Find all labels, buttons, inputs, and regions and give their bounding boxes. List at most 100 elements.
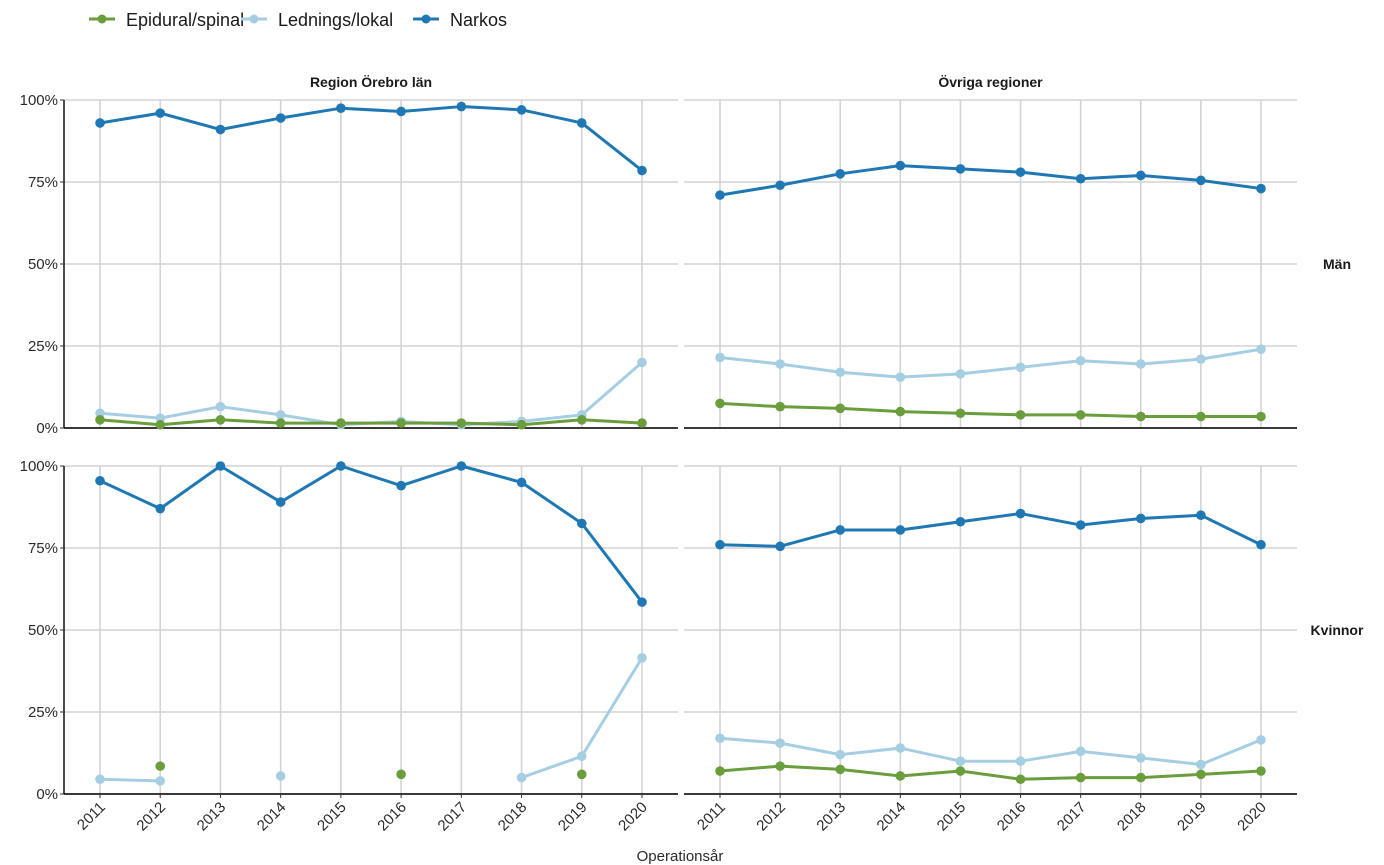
data-point	[835, 764, 846, 775]
y-tick-label: 0%	[36, 786, 58, 803]
data-point	[275, 771, 286, 781]
y-tick-label: 100%	[20, 92, 58, 109]
series-line	[99, 361, 643, 427]
x-axis-label: Operationsår	[637, 848, 724, 865]
y-tick-label: 100%	[20, 458, 58, 475]
data-point	[1075, 520, 1086, 530]
series-narkos	[715, 508, 1266, 552]
legend-item-lednings-lokal: Lednings/lokal	[241, 10, 393, 30]
data-point	[155, 503, 166, 514]
data-point	[1015, 362, 1026, 373]
legend-label: Narkos	[450, 10, 507, 30]
x-tick-label: 2011	[74, 799, 109, 834]
row-strip-man: Män	[1323, 256, 1351, 272]
data-point	[895, 406, 906, 417]
data-point	[1256, 735, 1266, 745]
data-point	[1135, 772, 1146, 783]
data-point	[955, 516, 966, 527]
series-line	[99, 105, 643, 172]
data-point	[1075, 746, 1086, 757]
data-point	[1015, 508, 1026, 519]
data-point	[835, 749, 846, 760]
y-tick-label: 75%	[28, 540, 58, 557]
x-tick-label: 2017	[435, 799, 471, 835]
series-line	[719, 347, 1262, 379]
y-tick-label: 75%	[28, 174, 58, 191]
data-point	[715, 539, 725, 550]
series-lednings-lokal	[95, 653, 647, 786]
data-point	[895, 372, 906, 382]
data-point	[155, 761, 166, 771]
data-point	[336, 103, 346, 113]
data-point	[576, 118, 587, 128]
series-narkos	[95, 461, 647, 607]
row-strip-kvinnor: Kvinnor	[1311, 622, 1364, 638]
data-point	[955, 369, 966, 379]
x-tick-label: 2015	[934, 799, 970, 835]
data-point	[275, 497, 286, 507]
series-lednings-lokal	[715, 344, 1266, 382]
data-point	[396, 769, 406, 780]
legend-item-narkos: Narkos	[413, 10, 507, 30]
legend-label: Epidural/spinal	[126, 10, 244, 30]
series-epidural-spinal	[155, 761, 587, 780]
x-tick-label: 2014	[254, 799, 290, 835]
data-point	[396, 106, 406, 117]
data-point	[637, 418, 647, 428]
data-point	[456, 418, 467, 428]
panel-region-orebro-lan-man: 0% 25% 50% 75% 100%	[20, 92, 678, 437]
x-tick-label: 2016	[994, 799, 1030, 835]
data-point	[576, 518, 587, 529]
data-point	[1015, 774, 1026, 785]
data-point	[336, 461, 346, 471]
data-point	[715, 398, 725, 409]
legend-marker	[97, 14, 107, 24]
data-point	[336, 418, 346, 428]
data-point	[835, 525, 846, 535]
data-point	[215, 401, 226, 412]
data-point	[1256, 344, 1266, 355]
data-point	[715, 352, 725, 363]
data-point	[775, 738, 785, 748]
data-point	[1015, 410, 1026, 420]
y-tick-label: 25%	[28, 704, 58, 721]
column-strip-region-orebro-lan: Region Örebro län	[310, 74, 432, 90]
data-point	[275, 410, 286, 420]
x-tick-label: 2013	[194, 799, 230, 835]
data-point	[637, 653, 647, 663]
x-tick-label: 2017	[1054, 799, 1090, 835]
x-tick-label: 2011	[694, 799, 729, 834]
data-point	[1196, 510, 1206, 520]
data-point	[155, 108, 166, 118]
data-point	[955, 164, 966, 174]
data-point	[955, 756, 966, 766]
data-point	[155, 776, 166, 786]
x-tick-label: 2012	[133, 799, 169, 835]
data-point	[1135, 170, 1146, 181]
data-point	[835, 367, 846, 378]
data-point	[275, 113, 286, 123]
data-point	[215, 415, 226, 425]
x-tick-label: 2012	[753, 799, 789, 835]
data-point	[1256, 539, 1266, 550]
series-line	[99, 777, 161, 783]
data-point	[516, 772, 527, 783]
x-tick-label: 2020	[615, 799, 651, 835]
data-point	[95, 415, 105, 425]
data-point	[637, 357, 647, 368]
data-point	[456, 461, 467, 471]
series-line	[719, 512, 1262, 548]
data-point	[775, 359, 785, 369]
x-tick-label: 2015	[314, 799, 350, 835]
data-point	[835, 403, 846, 414]
data-point	[1075, 173, 1086, 184]
data-point	[1075, 355, 1086, 366]
data-point	[1135, 359, 1146, 369]
data-point	[715, 190, 725, 200]
data-point	[1075, 410, 1086, 420]
series-line	[719, 401, 1261, 419]
data-point	[895, 771, 906, 781]
data-point	[1256, 766, 1266, 776]
panel-region-orebro-lan-kvinnor: 0% 25% 50% 75% 100% 2011 2012 2013 2014 2015 2016 2…	[20, 458, 678, 834]
